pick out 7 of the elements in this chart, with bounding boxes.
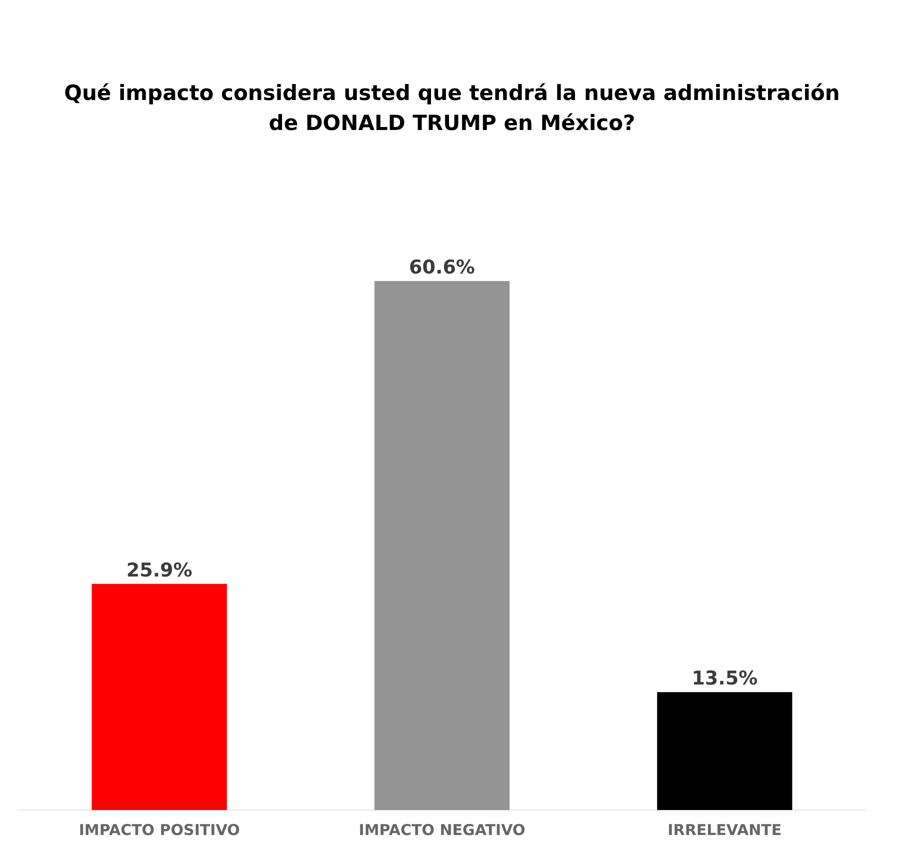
x-tick-label: IMPACTO POSITIVO [78, 820, 240, 839]
data-label: 13.5% [692, 668, 758, 690]
x-tick-label: IRRELEVANTE [668, 820, 782, 839]
x-tick-label: IMPACTO NEGATIVO [358, 820, 526, 839]
data-label: 60.6% [409, 256, 475, 278]
data-label: 25.9% [126, 559, 192, 582]
chart-title: Qué impacto considera usted que tendrá la nueva administración de DONALD TRUMP en México? [63, 80, 841, 137]
